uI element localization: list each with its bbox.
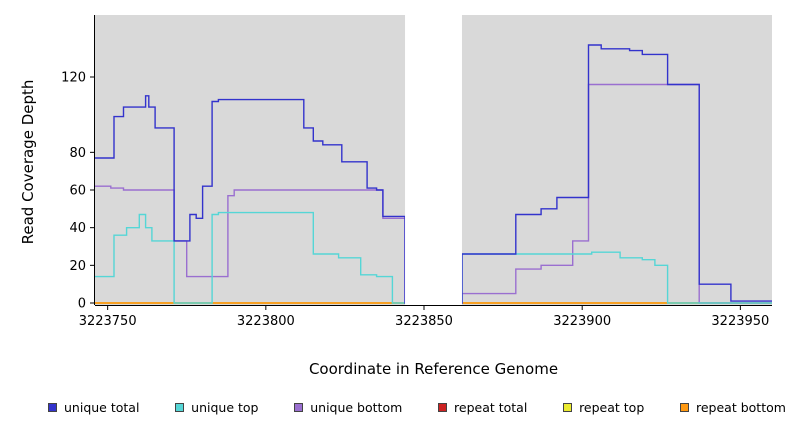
legend-label: unique top bbox=[191, 400, 259, 415]
legend-item-unique-total: unique total bbox=[48, 400, 139, 415]
legend-item-repeat-top: repeat top bbox=[563, 400, 644, 415]
repeat-bottom-swatch-icon bbox=[680, 403, 689, 412]
legend-label: repeat top bbox=[579, 400, 645, 415]
repeat-total-swatch-icon bbox=[438, 403, 448, 412]
legend-item-repeat-bottom: repeat bottom bbox=[680, 400, 786, 415]
svg-text:80: 80 bbox=[69, 146, 86, 161]
svg-text:3223950: 3223950 bbox=[711, 314, 769, 329]
legend-label: unique total bbox=[64, 400, 140, 415]
unique-top-swatch-icon bbox=[175, 403, 185, 412]
svg-text:3223850: 3223850 bbox=[395, 314, 453, 329]
repeat-top-swatch-icon bbox=[563, 403, 573, 412]
unique-bottom-swatch-icon bbox=[294, 403, 304, 412]
y-axis-title: Read Coverage Depth bbox=[19, 79, 37, 245]
svg-text:3223750: 3223750 bbox=[79, 314, 137, 329]
svg-text:3223900: 3223900 bbox=[553, 314, 611, 329]
legend-label: unique bottom bbox=[310, 400, 403, 415]
svg-text:120: 120 bbox=[61, 71, 86, 86]
unique-total-swatch-icon bbox=[48, 403, 57, 412]
legend-item-unique-bottom: unique bottom bbox=[294, 400, 402, 415]
legend-item-unique-top: unique top bbox=[175, 400, 258, 415]
legend-label: repeat bottom bbox=[696, 400, 786, 415]
svg-text:0: 0 bbox=[78, 297, 86, 312]
svg-text:3223800: 3223800 bbox=[237, 314, 295, 329]
svg-text:60: 60 bbox=[69, 184, 86, 199]
svg-text:20: 20 bbox=[69, 259, 86, 274]
svg-text:40: 40 bbox=[69, 221, 86, 236]
legend: unique total unique top unique bottom re… bbox=[48, 400, 786, 415]
legend-label: repeat total bbox=[454, 400, 528, 415]
x-axis-title: Coordinate in Reference Genome bbox=[308, 360, 559, 378]
legend-item-repeat-total: repeat total bbox=[438, 400, 527, 415]
